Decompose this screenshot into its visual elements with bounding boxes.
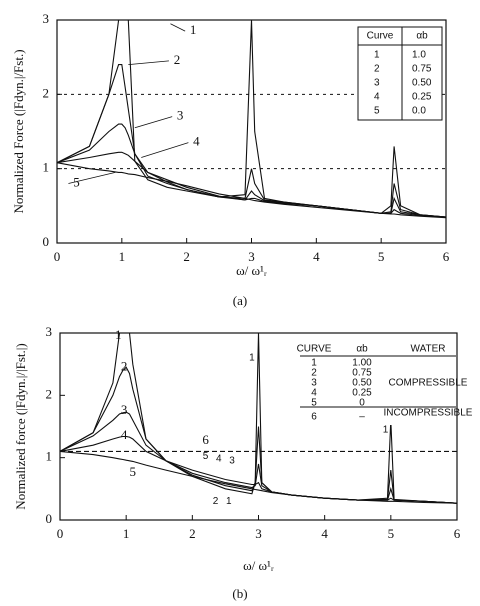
legend-curve: 4	[374, 92, 380, 103]
x-tick-label: 0	[57, 526, 64, 541]
curve-label: 2	[121, 358, 128, 373]
legend-water: INCOMPRESSIBLE	[384, 408, 473, 419]
x-tick-label: 2	[183, 249, 190, 264]
x-tick-label: 6	[454, 526, 461, 541]
curve-label: 2	[174, 52, 181, 67]
caption: (a)	[233, 293, 247, 308]
legend-header: WATER	[411, 344, 446, 355]
x-axis-label: ω/ ω¹ᵣ	[243, 558, 274, 573]
legend-bg	[300, 343, 456, 425]
curve-label: 1	[115, 327, 122, 342]
legend-alpha: –	[359, 412, 365, 423]
y-tick-label: 3	[43, 11, 50, 26]
curve-label: 4	[216, 454, 222, 465]
curve-label: 5	[203, 451, 209, 462]
legend-curve: 3	[374, 78, 380, 89]
curve-label: 4	[121, 427, 128, 442]
legend-box	[357, 26, 443, 121]
legend-alpha: 0.50	[412, 78, 432, 89]
x-tick-label: 5	[378, 249, 385, 264]
x-tick-label: 3	[255, 526, 262, 541]
x-tick-label: 4	[313, 249, 320, 264]
legend-curve: 5	[374, 106, 380, 117]
legend-curve: 4	[311, 388, 317, 399]
x-tick-label: 4	[321, 526, 328, 541]
legend-alpha: 0.0	[412, 106, 426, 117]
curve	[56, 19, 447, 218]
legend-alpha: 0.75	[412, 64, 432, 75]
y-tick-label: 0	[43, 234, 50, 249]
y-tick-label: 2	[46, 386, 53, 401]
leader-line	[68, 171, 116, 184]
leader-line	[134, 116, 173, 129]
curve-label: 1	[383, 424, 389, 435]
legend-curve: 1	[311, 358, 317, 369]
x-tick-label: 3	[248, 249, 255, 264]
y-tick-label: 0	[46, 511, 53, 526]
legend-alpha: 0.50	[352, 378, 372, 389]
legend-alpha: 0.25	[412, 92, 432, 103]
legend-curve: 5	[311, 398, 317, 409]
legend-alpha: 0	[359, 398, 365, 409]
x-tick-label: 1	[119, 249, 126, 264]
legend-header: αb	[356, 344, 368, 355]
y-axis-label: Normalized force (|Fdyn.|/|Fst.|)	[13, 343, 28, 509]
caption: (b)	[232, 586, 247, 601]
legend-curve: 6	[311, 412, 317, 423]
curve	[59, 450, 458, 504]
curve-label: 6	[202, 432, 209, 447]
x-tick-label: 5	[388, 526, 395, 541]
curve-label: 2	[213, 496, 219, 507]
y-tick-label: 2	[43, 85, 50, 100]
curve-label: 4	[193, 134, 200, 149]
curve-label: 1	[226, 496, 232, 507]
legend-alpha: 1.0	[412, 50, 426, 61]
legend-alpha: 0.75	[352, 368, 372, 379]
y-tick-label: 1	[43, 160, 50, 175]
leader-line	[128, 60, 169, 65]
legend-header: CURVE	[297, 344, 332, 355]
curve-label: 3	[177, 108, 184, 123]
curve-label: 1	[190, 22, 197, 37]
legend-water: COMPRESSIBLE	[389, 378, 468, 389]
x-tick-label: 6	[443, 249, 450, 264]
curve-label: 3	[229, 455, 235, 466]
legend-curve: 2	[311, 368, 317, 379]
legend-curve: 3	[311, 378, 317, 389]
legend-curve: 2	[374, 64, 380, 75]
curve-label: 5	[130, 464, 137, 479]
curve-label: 1	[249, 353, 255, 364]
legend-header: αb	[416, 31, 428, 42]
curve	[59, 435, 458, 504]
y-tick-label: 3	[46, 324, 53, 339]
legend-header: Curve	[367, 31, 394, 42]
y-axis-label: Normalized Force (|Fdyn.|/Fst.)	[11, 49, 26, 213]
leader-line	[141, 142, 189, 158]
leader-line	[170, 23, 186, 32]
x-axis-label: ω/ ω¹ᵣ	[236, 263, 267, 278]
x-tick-label: 1	[123, 526, 130, 541]
x-tick-label: 2	[189, 526, 196, 541]
legend-alpha: 1.00	[352, 358, 372, 369]
curve	[56, 162, 447, 219]
y-tick-label: 1	[46, 449, 53, 464]
curve	[56, 151, 447, 218]
legend-alpha: 0.25	[352, 388, 372, 399]
curve-label: 3	[121, 402, 128, 417]
legend-curve: 1	[374, 50, 380, 61]
x-tick-label: 0	[54, 249, 61, 264]
